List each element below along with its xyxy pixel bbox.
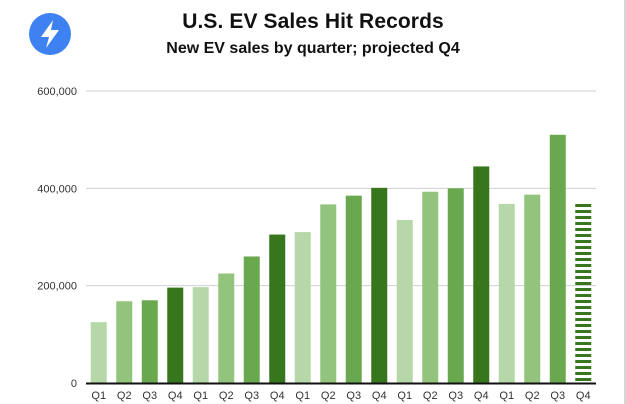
bar: [141, 300, 158, 383]
bar: [473, 166, 490, 383]
bar: [422, 191, 439, 383]
bar: [396, 219, 413, 383]
x-tick-label: Q4: [474, 390, 489, 402]
bar: [294, 232, 311, 383]
bar: [90, 322, 107, 383]
y-tick-label: 200,000: [37, 281, 77, 293]
x-tick-label: Q4: [372, 390, 387, 402]
bar: [345, 195, 362, 383]
x-tick-label: Q2: [219, 390, 234, 402]
y-axis-ticks: 0 200,000 400,000 600,000: [37, 86, 77, 390]
bar: [371, 187, 388, 383]
bar: [167, 287, 184, 383]
right-edge-divider: [624, 0, 626, 404]
logo-badge: [28, 12, 72, 56]
x-tick-label: Q3: [448, 390, 463, 402]
x-tick-label: Q3: [244, 390, 259, 402]
y-tick-label: 600,000: [37, 86, 77, 98]
bar: [116, 301, 133, 383]
bar: [192, 287, 209, 383]
bar: [549, 134, 566, 383]
x-tick-label: Q2: [525, 390, 540, 402]
x-tick-label: Q2: [321, 390, 336, 402]
x-tick-label: Q4: [168, 390, 183, 402]
bar: [524, 194, 541, 383]
gridlines: [86, 90, 596, 287]
x-tick-label: Q4: [576, 390, 591, 402]
bar: [498, 203, 515, 383]
x-tick-label: Q1: [91, 390, 106, 402]
chart-title: U.S. EV Sales Hit Records: [182, 10, 444, 33]
x-tick-label: Q3: [142, 390, 157, 402]
bars: [90, 134, 592, 383]
x-tick-label: Q1: [397, 390, 412, 402]
chart-subtitle: New EV sales by quarter; projected Q4: [166, 40, 460, 57]
x-tick-label: Q2: [117, 390, 132, 402]
bar-projected: [575, 201, 592, 383]
x-tick-label: Q2: [423, 390, 438, 402]
bar: [243, 256, 260, 383]
bar: [320, 204, 337, 383]
lightning-bolt-shape: [41, 20, 59, 48]
x-tick-label: Q3: [550, 390, 565, 402]
x-axis-ticks: Q1 Q2 Q3 Q4 Q1 Q2 Q3 Q4 Q1 Q2 Q3 Q4 Q1 Q2 Q3 Q4 Q1 Q2 Q3 Q4: [91, 390, 590, 402]
x-tick-label: Q3: [346, 390, 361, 402]
lightning-bolt-icon: [29, 13, 71, 55]
x-tick-label: Q1: [499, 390, 514, 402]
x-tick-label: Q1: [193, 390, 208, 402]
bar: [218, 273, 235, 383]
y-tick-label: 0: [71, 378, 77, 390]
y-tick-label: 400,000: [37, 183, 77, 195]
x-tick-label: Q4: [270, 390, 285, 402]
bar: [447, 188, 464, 383]
x-tick-label: Q1: [295, 390, 310, 402]
bar: [269, 234, 286, 383]
